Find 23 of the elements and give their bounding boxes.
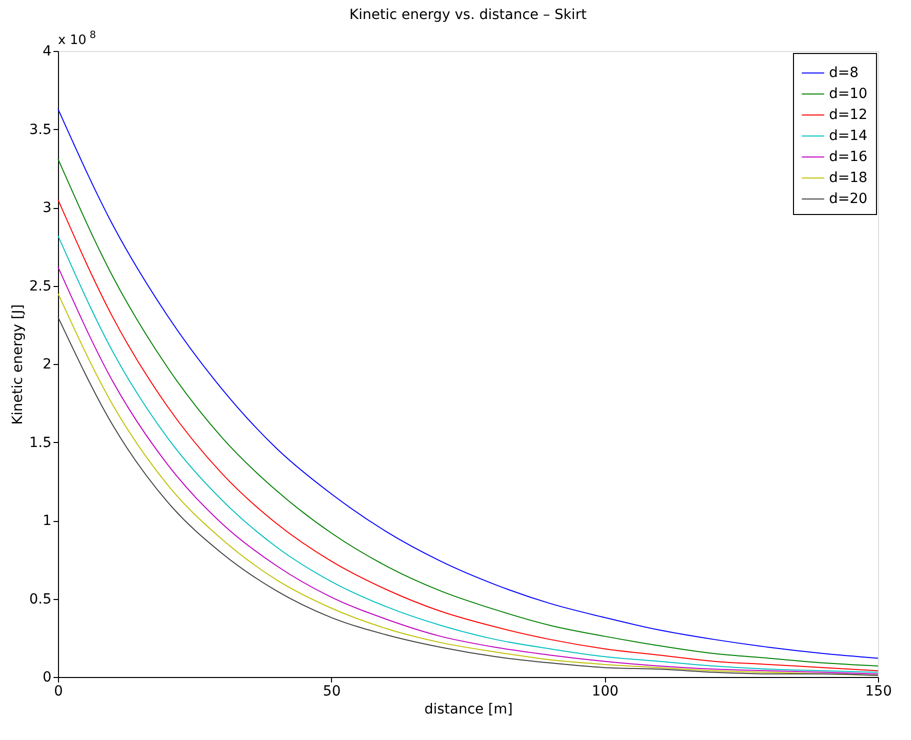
y-tick-label: 3.5 [29,122,52,138]
x-tick-label: 50 [322,684,341,700]
y-axis-title: Kinetic energy [J] [10,304,26,425]
x-axis-title: distance [m] [424,702,513,718]
y-tick-label: 1.5 [29,434,52,451]
legend-label: d=10 [829,86,868,102]
legend-label: d=16 [829,149,868,165]
x-tick-label: 150 [865,684,892,700]
y-tick-label: 2.5 [29,278,52,294]
y-tick-label: 0.5 [29,591,52,608]
y-tick-label: 3 [42,200,52,216]
legend-label: d=14 [829,128,868,144]
x-tick-label: 100 [592,684,619,700]
legend-label: d=20 [829,191,868,207]
x-tick-label: 0 [54,684,63,700]
chart-title: Kinetic energy vs. distance – Skirt [349,7,588,23]
legend-label: d=8 [829,65,859,81]
legend-label: d=18 [829,170,868,186]
y-tick-label: 0 [42,670,52,686]
y-tick-label: 1 [42,513,52,529]
y-tick-label: 4 [42,44,52,60]
y-tick-label: 2 [42,356,52,372]
legend-label: d=12 [829,107,868,123]
